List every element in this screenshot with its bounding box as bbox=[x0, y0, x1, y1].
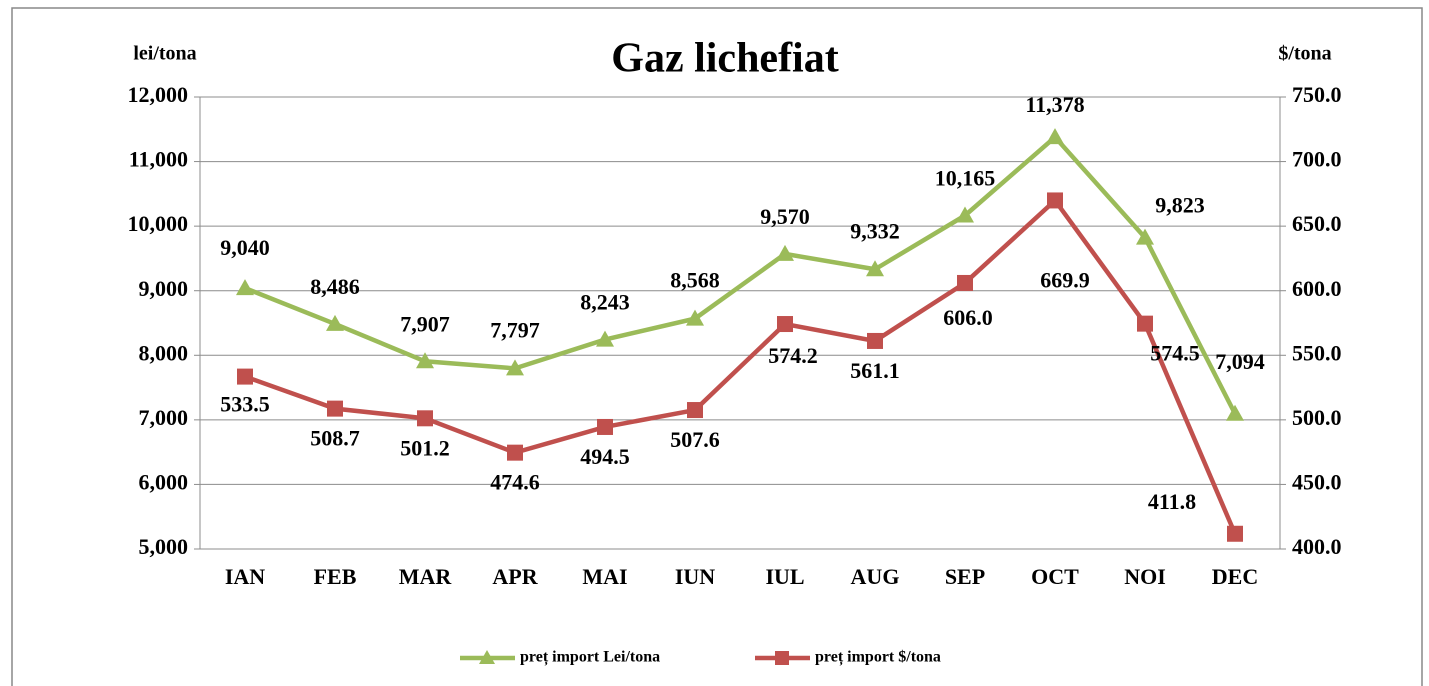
y-tick-label: 10,000 bbox=[128, 211, 189, 236]
data-label: 507.6 bbox=[670, 427, 720, 452]
chart-frame bbox=[11, 7, 1423, 686]
data-label: 8,568 bbox=[670, 268, 720, 293]
data-label: 9,040 bbox=[220, 235, 270, 260]
x-tick-label: NOI bbox=[1124, 564, 1166, 589]
x-tick-label: IUN bbox=[675, 564, 715, 589]
marker bbox=[956, 206, 974, 223]
marker bbox=[776, 244, 794, 261]
legend-marker bbox=[479, 650, 495, 664]
y2-tick-label: 400.0 bbox=[1292, 534, 1342, 559]
data-label: 9,332 bbox=[850, 218, 900, 243]
marker bbox=[687, 402, 703, 419]
data-label: 669.9 bbox=[1040, 267, 1090, 292]
data-label: 9,823 bbox=[1155, 193, 1205, 218]
marker bbox=[957, 274, 973, 291]
x-tick-label: DEC bbox=[1212, 564, 1258, 589]
data-label: 411.8 bbox=[1148, 489, 1196, 514]
data-label: 7,797 bbox=[490, 317, 540, 342]
y-tick-label: 9,000 bbox=[139, 276, 189, 301]
y-tick-label: 6,000 bbox=[139, 469, 189, 494]
marker bbox=[237, 368, 253, 385]
x-tick-label: FEB bbox=[314, 564, 357, 589]
data-label: 508.7 bbox=[310, 426, 360, 451]
marker bbox=[326, 314, 344, 331]
marker bbox=[1046, 128, 1064, 145]
y2-tick-label: 500.0 bbox=[1292, 405, 1342, 430]
y-tick-label: 5,000 bbox=[139, 534, 189, 559]
marker bbox=[416, 352, 434, 369]
data-label: 574.5 bbox=[1150, 341, 1200, 366]
y2-tick-label: 600.0 bbox=[1292, 276, 1342, 301]
y-tick-label: 8,000 bbox=[139, 340, 189, 365]
data-label: 561.1 bbox=[850, 358, 900, 383]
data-label: 501.2 bbox=[400, 435, 450, 460]
marker bbox=[1047, 192, 1063, 209]
marker bbox=[417, 410, 433, 427]
x-tick-label: MAI bbox=[582, 564, 627, 589]
y-tick-label: 11,000 bbox=[129, 147, 188, 172]
data-label: 8,243 bbox=[580, 290, 630, 315]
data-label: 10,165 bbox=[935, 166, 996, 191]
marker bbox=[327, 400, 343, 417]
marker bbox=[686, 309, 704, 326]
x-tick-label: OCT bbox=[1031, 564, 1079, 589]
y-tick-label: 7,000 bbox=[139, 405, 189, 430]
legend-label: preț import $/tona bbox=[815, 649, 941, 667]
marker bbox=[1226, 404, 1244, 421]
marker bbox=[867, 332, 883, 349]
chart-title: Gaz lichefiat bbox=[611, 36, 838, 82]
x-tick-label: MAR bbox=[399, 564, 453, 589]
data-label: 9,570 bbox=[760, 204, 810, 229]
x-tick-label: AUG bbox=[851, 564, 900, 589]
y2-axis-label: $/tona bbox=[1278, 43, 1331, 65]
legend-marker bbox=[775, 651, 789, 665]
y2-tick-label: 650.0 bbox=[1292, 211, 1342, 236]
data-label: 7,907 bbox=[400, 311, 450, 336]
marker bbox=[1137, 315, 1153, 332]
series-line bbox=[244, 134, 1238, 415]
y2-tick-label: 700.0 bbox=[1292, 147, 1342, 172]
data-label: 7,094 bbox=[1215, 349, 1265, 374]
marker bbox=[777, 316, 793, 333]
marker bbox=[866, 260, 884, 277]
marker bbox=[507, 444, 523, 461]
marker bbox=[236, 279, 254, 296]
marker bbox=[1136, 228, 1154, 245]
y2-tick-label: 550.0 bbox=[1292, 340, 1342, 365]
y2-tick-label: 450.0 bbox=[1292, 469, 1342, 494]
series-line bbox=[244, 197, 1238, 535]
x-tick-label: IUL bbox=[765, 564, 804, 589]
marker bbox=[506, 359, 524, 376]
x-tick-label: SEP bbox=[945, 564, 985, 589]
data-label: 474.6 bbox=[490, 470, 540, 495]
marker bbox=[596, 330, 614, 347]
data-label: 533.5 bbox=[220, 392, 270, 417]
data-label: 494.5 bbox=[580, 444, 630, 469]
data-label: 574.2 bbox=[768, 343, 818, 368]
data-label: 606.0 bbox=[943, 305, 993, 330]
marker bbox=[597, 418, 613, 435]
marker bbox=[1227, 525, 1243, 542]
x-tick-label: IAN bbox=[225, 564, 265, 589]
x-tick-label: APR bbox=[492, 564, 538, 589]
data-label: 8,486 bbox=[310, 274, 360, 299]
legend-label: preț import Lei/tona bbox=[520, 649, 660, 667]
data-label: 11,378 bbox=[1025, 92, 1084, 117]
y-tick-label: 12,000 bbox=[128, 82, 189, 107]
y-axis-label: lei/tona bbox=[133, 43, 196, 65]
y2-tick-label: 750.0 bbox=[1292, 82, 1342, 107]
